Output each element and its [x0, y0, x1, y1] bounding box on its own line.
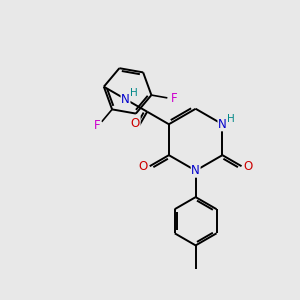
Text: F: F — [94, 119, 101, 132]
Text: O: O — [139, 160, 148, 173]
Text: H: H — [130, 88, 138, 98]
Text: O: O — [131, 117, 140, 130]
Text: N: N — [121, 93, 130, 106]
Text: N: N — [191, 164, 200, 177]
Text: F: F — [170, 92, 177, 105]
Text: O: O — [243, 160, 253, 173]
Text: N: N — [218, 118, 227, 131]
Text: H: H — [227, 114, 235, 124]
